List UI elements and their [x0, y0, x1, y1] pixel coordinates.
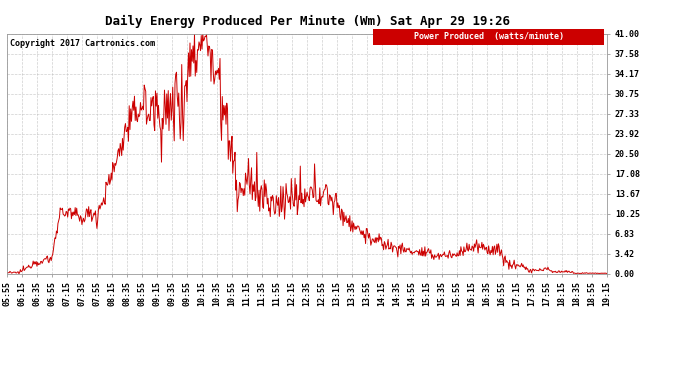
Title: Daily Energy Produced Per Minute (Wm) Sat Apr 29 19:26: Daily Energy Produced Per Minute (Wm) Sa…: [105, 15, 509, 28]
Text: Copyright 2017 Cartronics.com: Copyright 2017 Cartronics.com: [10, 39, 155, 48]
